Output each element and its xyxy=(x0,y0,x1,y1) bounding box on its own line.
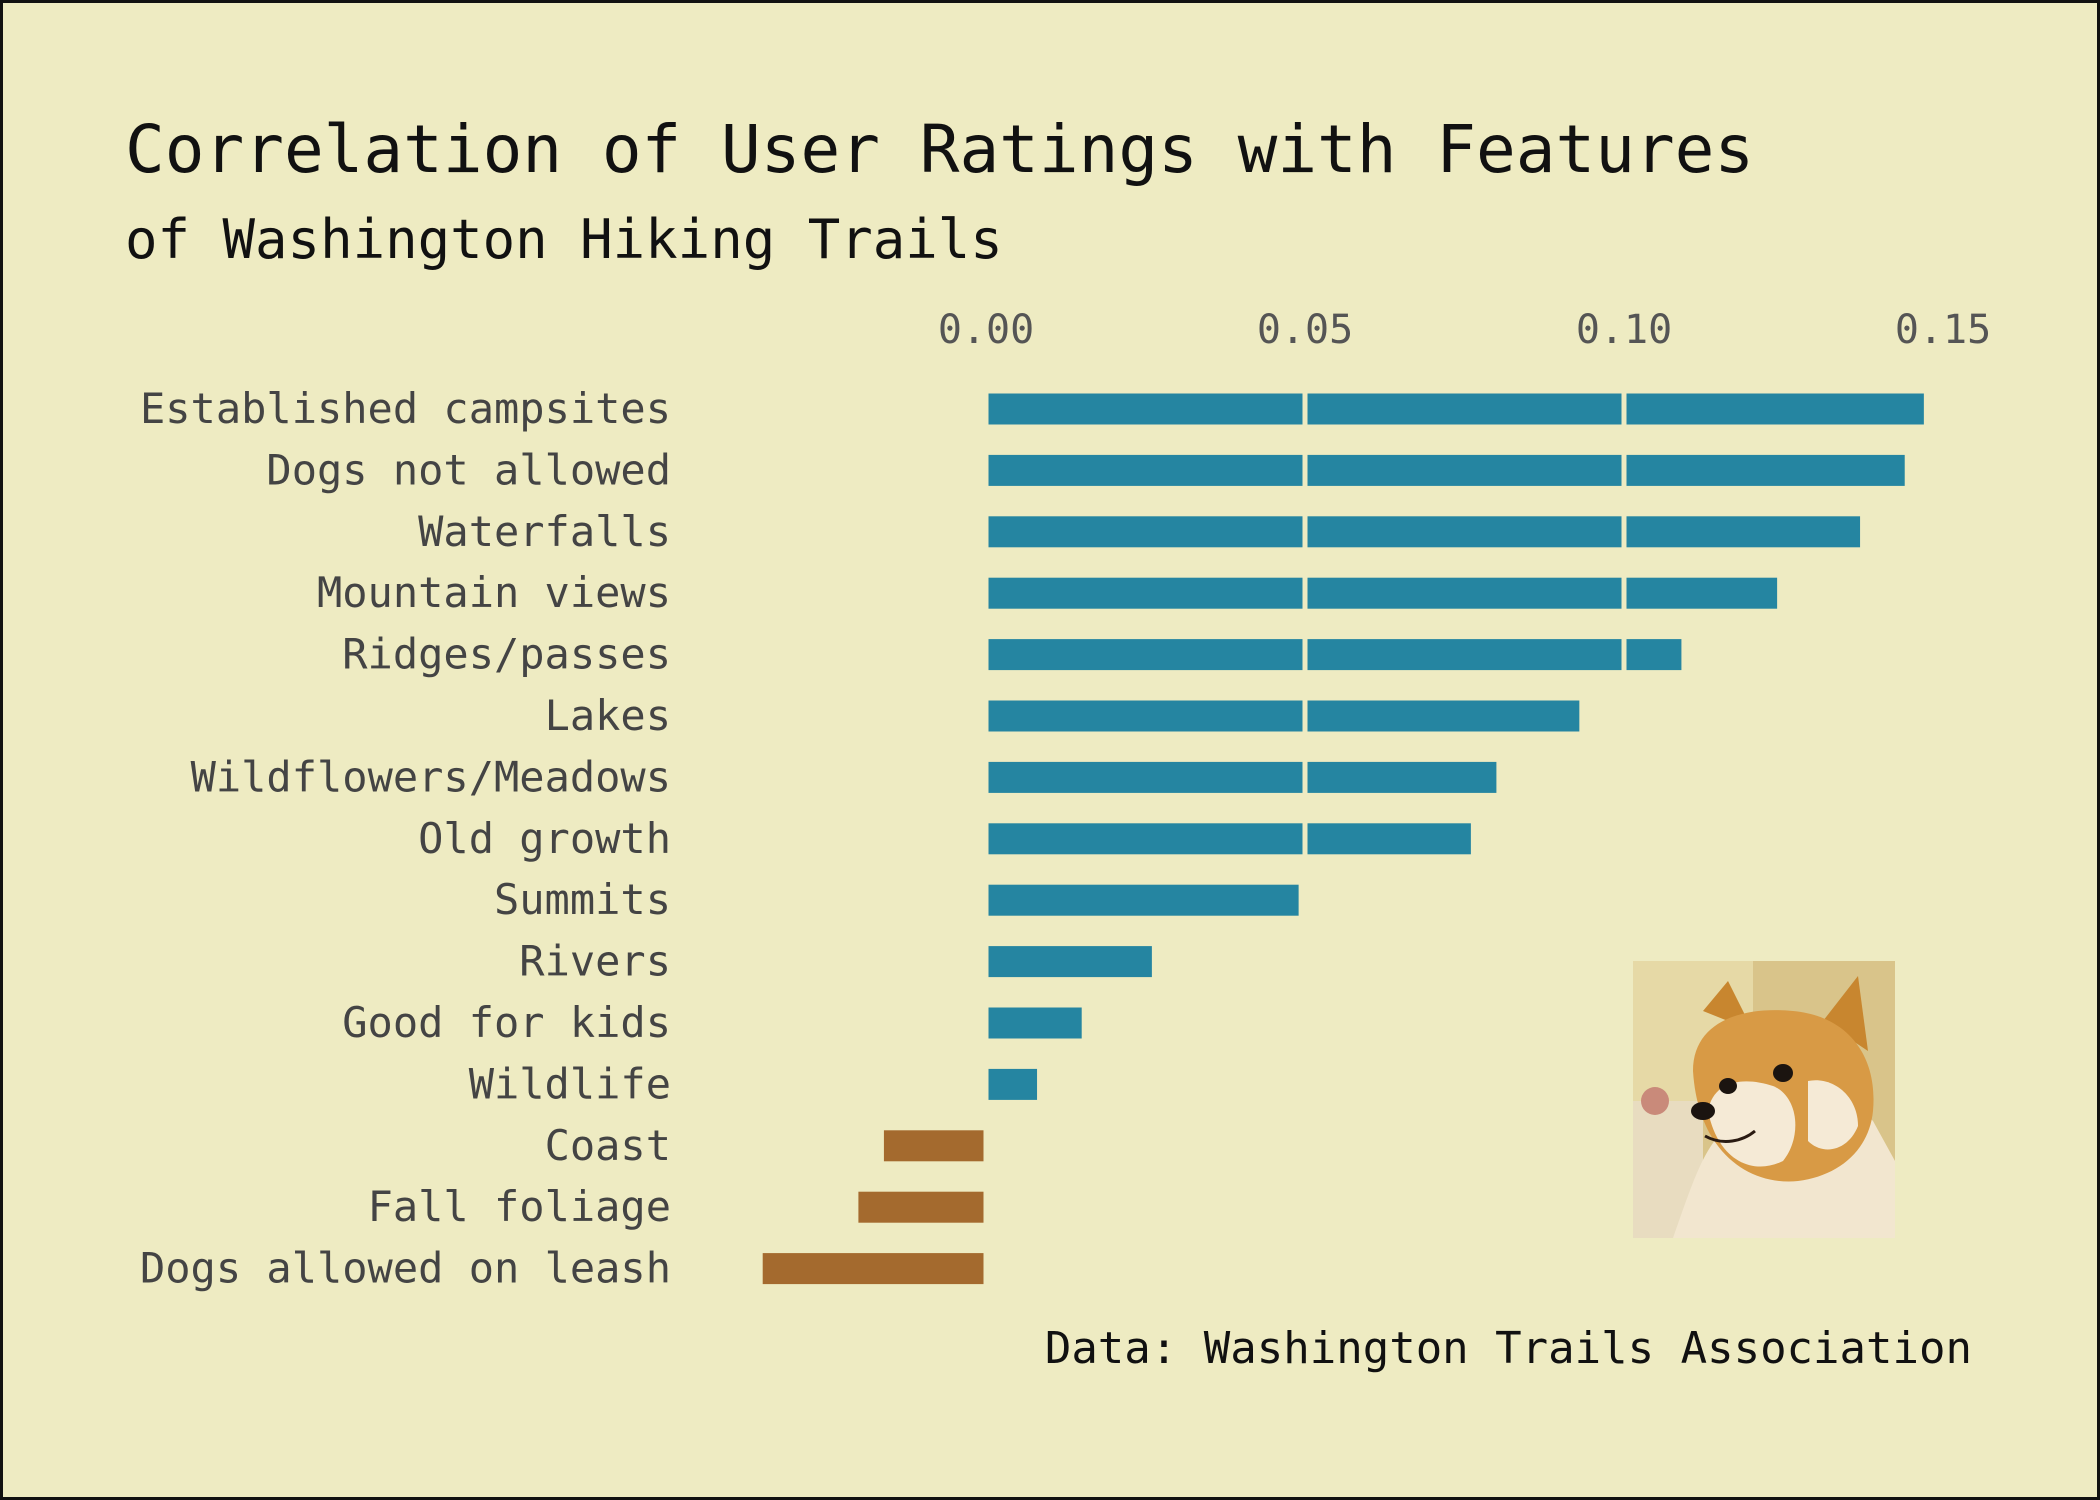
category-label: Lakes xyxy=(545,691,671,740)
data-source: Data: Washington Trails Association xyxy=(1044,1323,1972,1374)
shiba-inu-dog-photo xyxy=(1633,961,1895,1238)
bar-fall-foliage xyxy=(858,1191,986,1223)
bar-ridges-passes xyxy=(986,639,1682,671)
bar-dogs-allowed-on-leash xyxy=(762,1253,986,1285)
category-label: Established campsites xyxy=(140,384,671,433)
category-label: Wildflowers/Meadows xyxy=(191,752,671,801)
x-tick-label: 0.15 xyxy=(1895,307,1991,353)
bar-coast xyxy=(883,1130,986,1162)
chart-title: Correlation of User Ratings with Feature… xyxy=(125,111,1755,188)
x-tick-labels: 0.00 0.05 0.10 0.15 xyxy=(938,307,1991,353)
category-label: Coast xyxy=(545,1121,671,1170)
bar-wildflowers-meadows xyxy=(986,761,1497,793)
bar-wildlife xyxy=(986,1068,1038,1100)
category-labels: Established campsites Dogs not allowed Wat… xyxy=(140,384,671,1293)
category-label: Mountain views xyxy=(317,568,671,617)
bar-established-campsites xyxy=(986,393,1924,425)
category-label: Rivers xyxy=(519,937,671,986)
category-label: Fall foliage xyxy=(368,1182,671,1231)
bar-chart: 0.00 0.05 0.10 0.15 Established campsites Do… xyxy=(140,307,1991,1293)
category-label: Dogs allowed on leash xyxy=(140,1244,671,1293)
bars-group xyxy=(762,393,1924,1285)
x-tick-label: 0.10 xyxy=(1576,307,1672,353)
x-tick-label: 0.00 xyxy=(938,307,1034,353)
category-label: Good for kids xyxy=(342,998,671,1047)
bar-old-growth xyxy=(986,823,1471,855)
bar-mountain-views xyxy=(986,577,1778,609)
bar-summits xyxy=(986,884,1299,916)
bar-rivers xyxy=(986,946,1152,978)
bar-lakes xyxy=(986,700,1580,732)
category-label: Waterfalls xyxy=(418,507,671,556)
bar-dogs-not-allowed xyxy=(986,454,1905,486)
category-label: Dogs not allowed xyxy=(266,445,671,494)
category-label: Ridges/passes xyxy=(342,630,671,679)
category-label: Wildlife xyxy=(469,1059,671,1108)
gridlines-group xyxy=(983,389,1946,1289)
bar-waterfalls xyxy=(986,516,1861,548)
chart-subtitle: of Washington Hiking Trails xyxy=(125,208,1003,271)
category-label: Old growth xyxy=(418,814,671,863)
x-tick-label: 0.05 xyxy=(1257,307,1353,353)
bar-good-for-kids xyxy=(986,1007,1082,1039)
category-label: Summits xyxy=(494,875,671,924)
